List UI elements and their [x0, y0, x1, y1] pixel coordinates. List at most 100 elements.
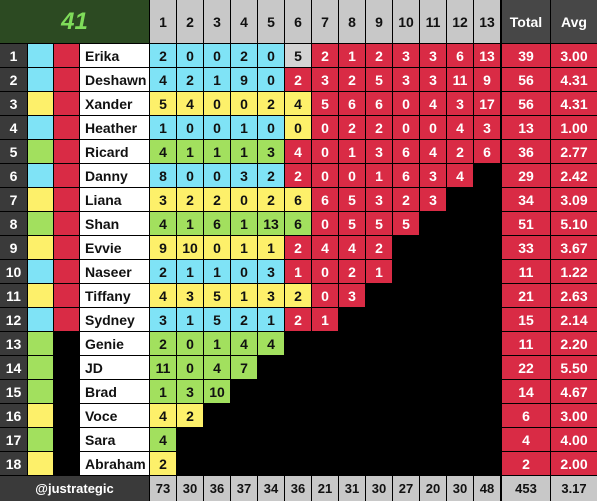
score-cell: 5 [339, 188, 365, 211]
score-cell: 2 [150, 44, 176, 67]
week-header: 13 [474, 0, 500, 43]
rank: 7 [0, 188, 27, 211]
score-cell: 0 [204, 116, 230, 139]
merge-swatch [54, 260, 79, 283]
score-cell: 0 [258, 44, 284, 67]
score-cell: 2 [339, 260, 365, 283]
score-cell: 0 [258, 68, 284, 91]
rank: 9 [0, 236, 27, 259]
score-cell: 3 [177, 380, 203, 403]
score-cell: 1 [150, 380, 176, 403]
score-cell: 0 [312, 164, 338, 187]
tribe-swatch [28, 68, 53, 91]
tribe-swatch [28, 236, 53, 259]
score-cell: 1 [312, 308, 338, 331]
week-header: 8 [339, 0, 365, 43]
score-cell: 4 [447, 164, 473, 187]
score-cell: 5 [150, 92, 176, 115]
score-cell: 8 [150, 164, 176, 187]
score-cell: 3 [150, 188, 176, 211]
avg-cell: 1.00 [551, 116, 597, 139]
score-cell: 9 [474, 68, 500, 91]
week-total: 34 [258, 476, 284, 501]
week-header: 1 [150, 0, 176, 43]
merge-swatch [54, 428, 79, 451]
score-cell: 5 [285, 44, 311, 67]
merge-swatch [54, 92, 79, 115]
total-cell: 15 [502, 308, 550, 331]
score-cell: 2 [177, 68, 203, 91]
score-cell: 0 [393, 116, 419, 139]
score-cell: 0 [258, 116, 284, 139]
score-cell: 1 [231, 284, 257, 307]
score-cell: 2 [366, 44, 392, 67]
rank: 16 [0, 404, 27, 427]
score-cell: 2 [285, 284, 311, 307]
total-cell: 13 [502, 116, 550, 139]
contestant-name: Deshawn [80, 68, 149, 91]
week-total: 48 [474, 476, 500, 501]
score-cell: 2 [258, 164, 284, 187]
total-cell: 21 [502, 284, 550, 307]
score-cell: 0 [231, 92, 257, 115]
contestant-name: Liana [80, 188, 149, 211]
score-cell: 2 [339, 68, 365, 91]
rank: 6 [0, 164, 27, 187]
contestant-name: Brad [80, 380, 149, 403]
grand-avg: 3.17 [551, 476, 597, 501]
score-cell: 2 [204, 188, 230, 211]
avg-cell: 4.31 [551, 92, 597, 115]
score-cell: 2 [285, 68, 311, 91]
score-cell: 4 [312, 236, 338, 259]
score-cell: 2 [339, 116, 365, 139]
tribe-swatch [28, 212, 53, 235]
score-cell: 0 [312, 260, 338, 283]
week-header: 10 [393, 0, 419, 43]
merge-swatch [54, 116, 79, 139]
tribe-swatch [28, 92, 53, 115]
score-cell: 0 [204, 92, 230, 115]
score-cell: 6 [474, 140, 500, 163]
merge-swatch [54, 404, 79, 427]
avg-cell: 2.00 [551, 452, 597, 475]
rank: 17 [0, 428, 27, 451]
score-cell: 3 [393, 68, 419, 91]
contestant-name: Xander [80, 92, 149, 115]
week-header: 11 [420, 0, 446, 43]
score-cell: 1 [339, 44, 365, 67]
score-cell: 5 [204, 308, 230, 331]
score-cell: 11 [447, 68, 473, 91]
score-cell: 0 [231, 260, 257, 283]
score-cell: 2 [177, 404, 203, 427]
score-cell: 6 [285, 188, 311, 211]
week-total: 20 [420, 476, 446, 501]
week-total: 73 [150, 476, 176, 501]
score-cell: 3 [420, 188, 446, 211]
score-cell: 4 [231, 332, 257, 355]
score-cell: 5 [393, 212, 419, 235]
score-cell: 0 [393, 92, 419, 115]
merge-swatch [54, 140, 79, 163]
score-cell: 7 [231, 356, 257, 379]
score-cell: 4 [420, 140, 446, 163]
week-total: 30 [447, 476, 473, 501]
week-total: 36 [204, 476, 230, 501]
score-cell: 6 [285, 212, 311, 235]
score-cell: 2 [285, 308, 311, 331]
score-cell: 1 [231, 140, 257, 163]
contestant-name: Danny [80, 164, 149, 187]
week-total: 36 [285, 476, 311, 501]
score-cell: 1 [258, 308, 284, 331]
rank: 13 [0, 332, 27, 355]
score-cell: 3 [177, 284, 203, 307]
score-cell: 4 [150, 404, 176, 427]
score-cell: 3 [258, 140, 284, 163]
tribe-swatch [28, 428, 53, 451]
contestant-name: Sydney [80, 308, 149, 331]
avg-cell: 3.09 [551, 188, 597, 211]
week-total: 27 [393, 476, 419, 501]
score-cell: 3 [258, 284, 284, 307]
score-cell: 4 [150, 212, 176, 235]
week-total: 21 [312, 476, 338, 501]
rank: 1 [0, 44, 27, 67]
